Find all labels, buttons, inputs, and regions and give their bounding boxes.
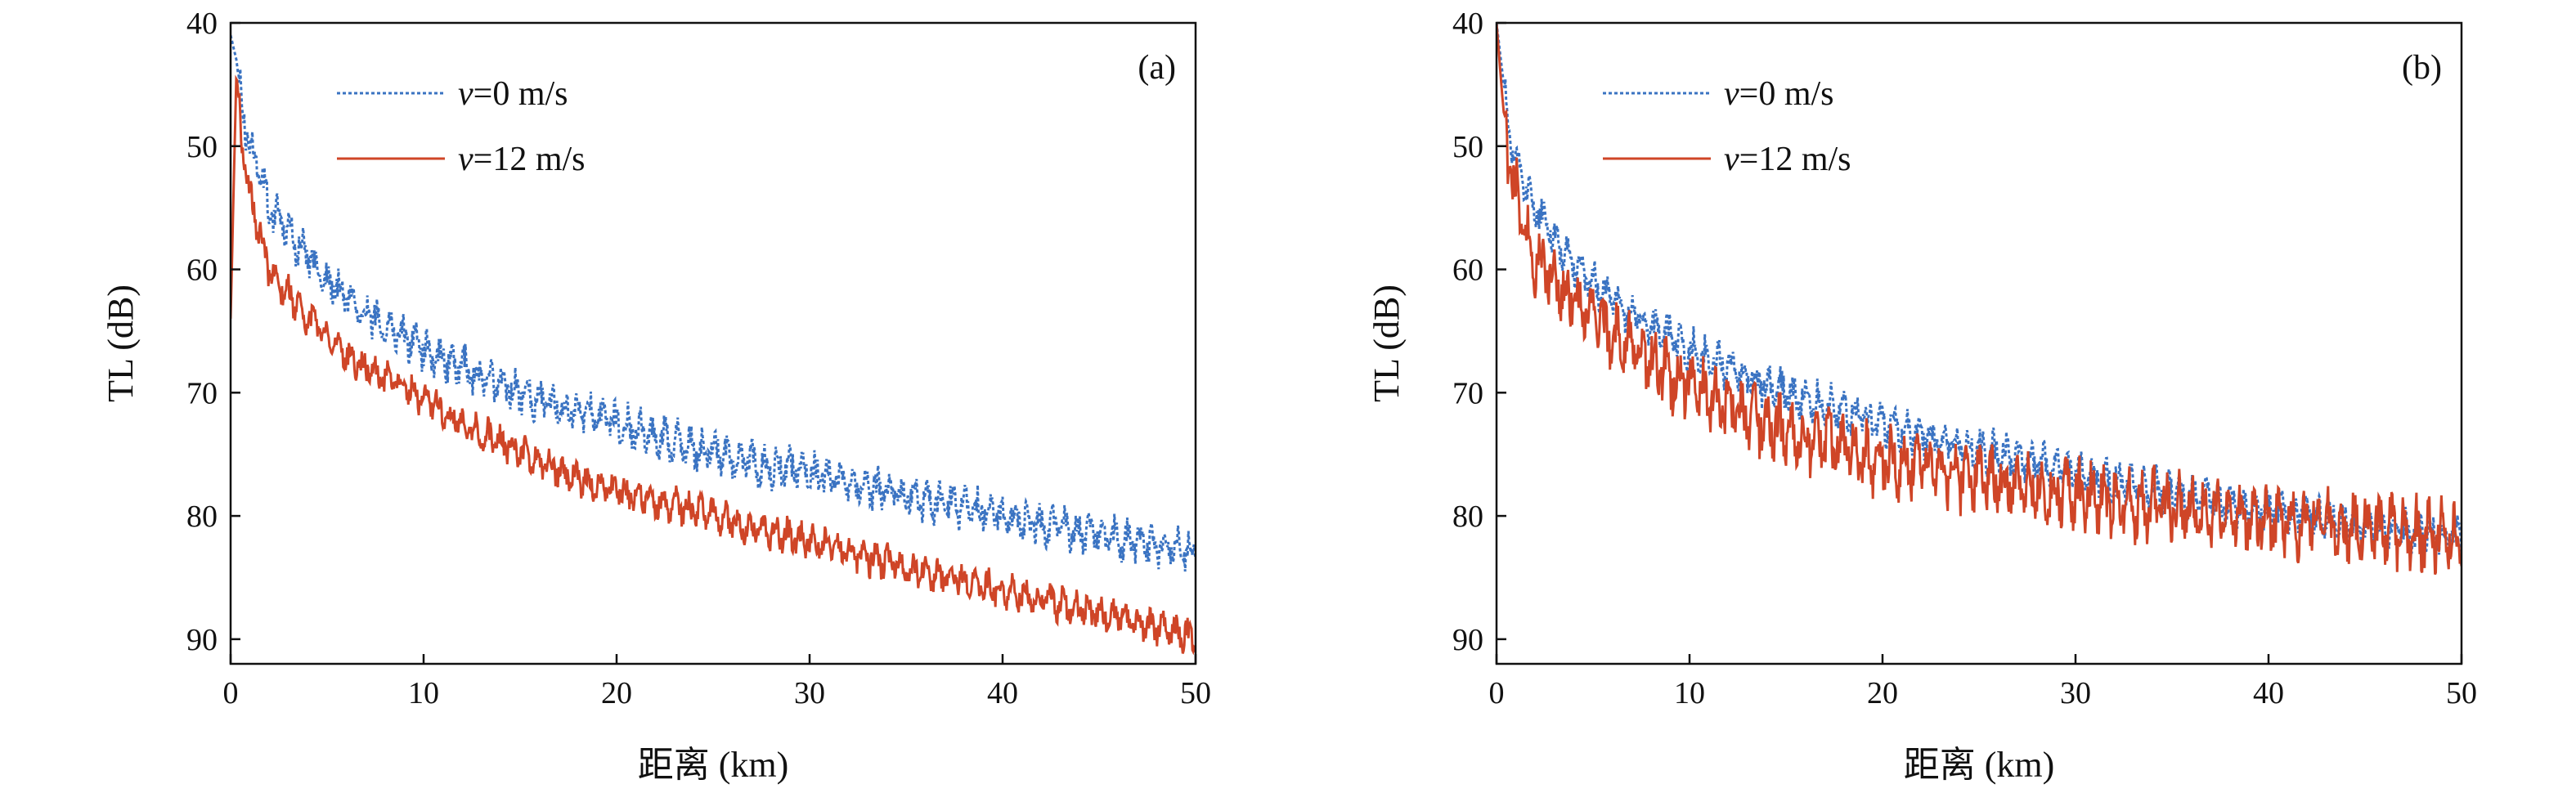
legend-label-v12: v=12 m/s <box>458 141 586 178</box>
y-tick-label: 70 <box>186 376 218 410</box>
legend-label-v0: v=0 m/s <box>458 75 568 113</box>
y-tick-label: 40 <box>186 7 218 41</box>
y-tick-label: 40 <box>1452 7 1483 41</box>
panel-label: (b) <box>2402 49 2442 87</box>
series-line-v0 <box>231 34 1196 572</box>
chart-panel-a: 0 10 20 30 40 50 40 50 60 70 80 90 距离 (km) TL (dB) (a)… <box>101 7 1211 785</box>
y-tick-label: 50 <box>186 130 218 164</box>
y-tick-label: 80 <box>186 500 218 534</box>
y-tick-label: 60 <box>186 253 218 288</box>
x-tick-label: 50 <box>2446 676 2477 710</box>
series-line-v12 <box>1497 23 2462 576</box>
series-line-v12 <box>231 74 1196 656</box>
legend-label-v0: v=0 m/s <box>1724 75 1834 113</box>
y-tick-label: 90 <box>1452 623 1483 657</box>
panel-label: (a) <box>1138 49 1176 87</box>
x-tick-label: 0 <box>1489 676 1505 710</box>
x-tick-label: 0 <box>223 676 239 710</box>
plot-frame <box>1495 21 2463 665</box>
y-tick-label: 50 <box>1452 130 1483 164</box>
plot-frame <box>229 21 1197 665</box>
x-tick-label: 20 <box>601 676 632 710</box>
y-axis-label: TL (dB) <box>101 285 141 402</box>
x-tick-label: 40 <box>987 676 1018 710</box>
x-tick-label: 20 <box>1867 676 1898 710</box>
x-tick-label: 10 <box>408 676 439 710</box>
y-axis-label: TL (dB) <box>1367 285 1407 402</box>
legend-label-v12: v=12 m/s <box>1724 141 1851 178</box>
y-tick-label: 90 <box>186 623 218 657</box>
x-tick-label: 10 <box>1674 676 1705 710</box>
x-tick-label: 50 <box>1180 676 1211 710</box>
series-line-v0 <box>1497 23 2462 555</box>
chart-panel-b: 0 10 20 30 40 50 40 50 60 70 80 90 距离 (km) TL (dB) (b)… <box>1367 7 2477 785</box>
x-tick-label: 40 <box>2253 676 2284 710</box>
x-axis-label: 距离 (km) <box>1904 745 2055 785</box>
y-tick-label: 60 <box>1452 253 1483 288</box>
y-tick-label: 70 <box>1452 376 1483 410</box>
x-tick-label: 30 <box>2060 676 2091 710</box>
x-axis-label: 距离 (km) <box>638 745 789 785</box>
x-tick-label: 30 <box>794 676 825 710</box>
y-tick-label: 80 <box>1452 500 1483 534</box>
